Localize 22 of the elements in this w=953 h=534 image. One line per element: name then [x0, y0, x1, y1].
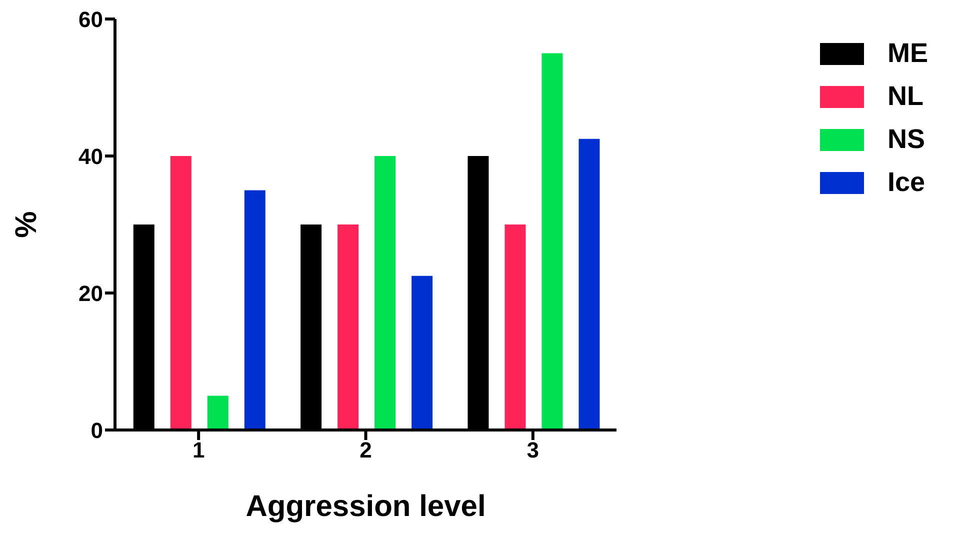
y-tick-label: 60: [78, 6, 103, 32]
bar: [207, 396, 228, 430]
bar: [244, 190, 266, 430]
y-tick-label: 0: [90, 418, 103, 443]
bar: [338, 224, 359, 430]
bar: [170, 156, 192, 430]
legend-label: ME: [888, 38, 928, 69]
x-tick-label: 1: [192, 438, 205, 463]
x-tick-label: 2: [360, 438, 372, 463]
x-axis-title: Aggression level: [246, 490, 486, 523]
bar: [374, 156, 396, 430]
y-tick-label: 40: [78, 144, 103, 169]
x-tick-label: 3: [526, 438, 540, 463]
y-axis-title: %: [10, 211, 43, 238]
bar: [578, 138, 600, 430]
legend-label: Ice: [888, 167, 926, 198]
legend-label: NS: [888, 124, 926, 155]
y-tick-label: 20: [78, 280, 103, 306]
bar: [504, 224, 526, 430]
bar: [542, 53, 563, 430]
legend-label: NL: [888, 81, 924, 112]
bar: [412, 276, 433, 430]
